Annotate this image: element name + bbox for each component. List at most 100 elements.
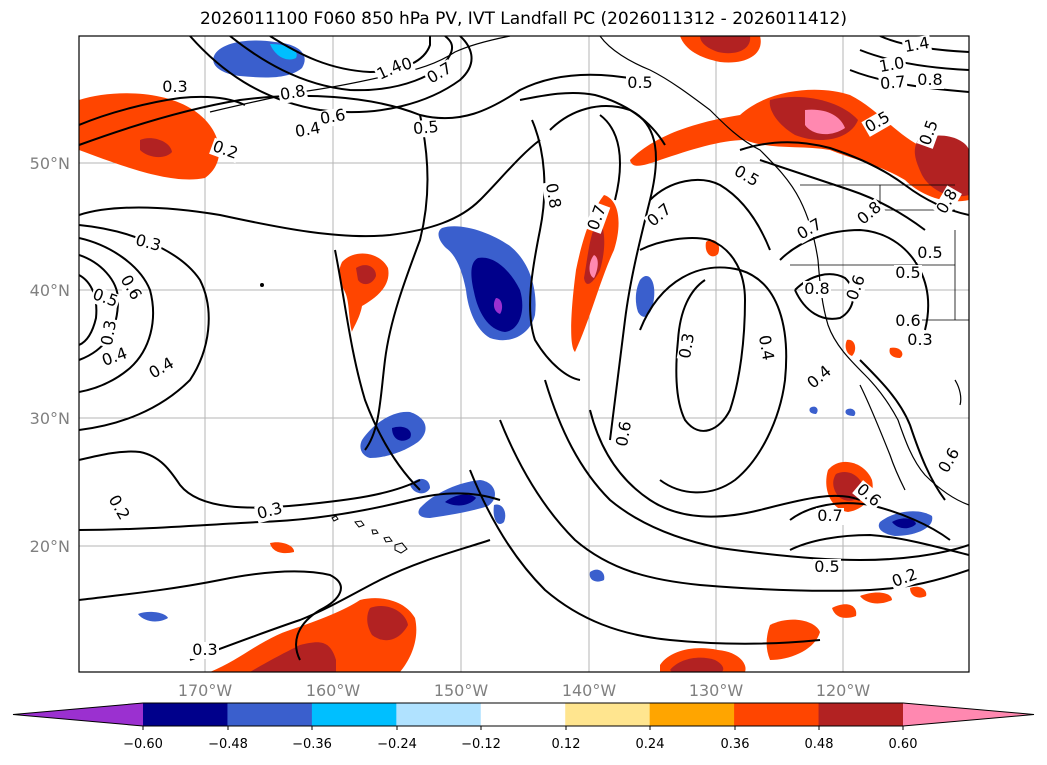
contour-label-background [191, 642, 219, 659]
contour-label-background [676, 330, 699, 362]
lon-label-120w: 120°W [816, 681, 871, 700]
contour-label: 0.3 [907, 330, 932, 349]
lat-label-20n: 20°N [30, 537, 70, 556]
colorbar-bin [565, 703, 651, 726]
pv-positive-band-140w [571, 195, 619, 352]
pv-positive-bottom-blobs [210, 598, 746, 672]
lat-label-30n: 30°N [30, 409, 70, 428]
contour-label-background [843, 271, 870, 304]
lat-label-50n: 50°N [30, 154, 70, 173]
pv-negative-blob-40n-147w [438, 226, 536, 341]
contour-labels: 0.30.40.60.81.01.40.70.50.20.30.50.60.40… [89, 33, 964, 659]
colorbar-tick-label: −0.12 [461, 737, 501, 752]
colorbar-bin [734, 703, 820, 726]
contour-label: 0.3 [192, 640, 217, 659]
colorbar-tick-label: −0.60 [123, 737, 163, 752]
contour-label: 0.5 [412, 117, 439, 138]
colorbar-extend-high [903, 703, 1034, 726]
contour-label-background [98, 344, 131, 371]
contour-label-background [901, 34, 933, 57]
colorbar-tick-label: −0.36 [292, 737, 332, 752]
contour-label-background [584, 201, 611, 234]
contour-label-background [132, 231, 164, 256]
pv-negative-blob-54n-165w [213, 40, 305, 78]
contour-label-background [894, 313, 922, 330]
pv-positive-west-coast-blob [79, 93, 220, 180]
contour-label-background [292, 119, 324, 142]
lat-label-40n: 40°N [30, 281, 70, 300]
contour-label-background [254, 499, 286, 524]
contour-label-background [643, 200, 676, 232]
contour-label: 0.7 [817, 506, 842, 525]
contour-label-background [888, 565, 921, 592]
contour-label: 0.4 [755, 334, 778, 362]
colorbar-tick-label: 0.48 [805, 737, 834, 752]
contour-label-background [209, 137, 242, 164]
contour-label: 0.4 [294, 118, 322, 141]
contour-label: 0.5 [627, 73, 652, 92]
lon-label-160w: 160°W [306, 681, 361, 700]
contour-label-background [916, 116, 943, 149]
contour-label-background [916, 72, 944, 89]
contour-label: 0.8 [917, 70, 942, 89]
contour-label-background [813, 559, 841, 576]
contour-label-background [878, 73, 908, 94]
contour-label-background [89, 285, 122, 312]
contour-label-background [541, 180, 564, 212]
contour-label-background [277, 82, 309, 105]
contour-label: 0.5 [814, 557, 839, 576]
colorbar-tick-label: −0.48 [208, 737, 248, 752]
contour-label-background [411, 118, 441, 139]
contour-label-background [116, 271, 145, 305]
contour-label: 0.7 [879, 72, 906, 93]
map-frame [78, 35, 970, 673]
colorbar-bin [227, 703, 313, 726]
lon-label-150w: 150°W [434, 681, 489, 700]
contour-label-background [916, 245, 944, 262]
colorbar-tick-label: 0.60 [889, 737, 918, 752]
contour-label-background [935, 444, 964, 478]
colorbar: −0.60 −0.48 −0.36 −0.24 −0.12 0.12 0.24 0.36 0.4… [12, 702, 1035, 752]
lon-label-130w: 130°W [689, 681, 744, 700]
contour-label-background [373, 56, 407, 85]
pv-negative-small-blobs [138, 406, 856, 622]
latitude-labels: 50°N 40°N 30°N 20°N [30, 154, 70, 556]
pv-negative-blobs-24n-150w [410, 478, 506, 525]
contour-label: 0.3 [162, 77, 187, 96]
colorbar-tick-label: 0.36 [721, 737, 750, 752]
contour-label-background [876, 54, 908, 77]
colorbar-tick-label: 0.12 [552, 737, 581, 752]
colorbar-tick-label: 0.24 [636, 737, 665, 752]
contour-label-background [613, 418, 636, 450]
pv-negative-blob-39n-137w [635, 276, 655, 317]
contour-label: 1.0 [878, 53, 906, 76]
contour-label: 0.6 [612, 420, 635, 448]
lon-label-140w: 140°W [562, 681, 617, 700]
contour-label-background [933, 185, 962, 219]
contour-label-background [861, 108, 895, 137]
contour-label: 0.3 [97, 319, 120, 347]
hawaii-islands [260, 283, 408, 554]
colorbar-bin [818, 703, 904, 726]
contour-label-background [803, 362, 836, 394]
longitude-labels: 170°W 160°W 150°W 140°W 130°W 120°W [178, 681, 871, 700]
pv-negative-blob-29n-156w [360, 411, 426, 458]
contour-label-background [145, 354, 179, 383]
contour-label: 1.4 [903, 33, 931, 56]
colorbar-extend-low [13, 703, 143, 726]
contour-label-background [852, 480, 885, 512]
contour-label-background [98, 317, 121, 349]
colorbar-bin [649, 703, 735, 726]
contour-label-background [729, 162, 763, 191]
colorbar-tick-label: −0.24 [377, 737, 417, 752]
contour-label: 0.8 [804, 279, 829, 298]
lon-label-170w: 170°W [178, 681, 233, 700]
colorbar-bin [480, 703, 566, 726]
colorbar-bin [143, 703, 228, 726]
pv-negative-blob-21n-116w [878, 511, 933, 536]
pv-positive-small-blobs [270, 239, 927, 660]
colorbar-bin [396, 703, 482, 726]
pv-positive-pnw-blob [630, 36, 969, 202]
contour-label: 0.5 [917, 243, 942, 262]
contour-label-background [803, 281, 831, 298]
